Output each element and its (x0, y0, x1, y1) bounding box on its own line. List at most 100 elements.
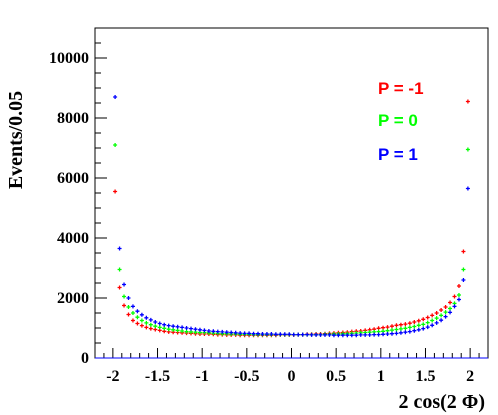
data-point (448, 310, 453, 315)
data-point (456, 293, 461, 297)
data-point (394, 323, 399, 328)
legend-entry: P = 1 (378, 145, 418, 164)
data-point (389, 324, 394, 329)
data-point (202, 328, 207, 333)
data-point (336, 333, 341, 338)
data-point (403, 322, 408, 327)
data-point (144, 315, 149, 320)
data-point (425, 320, 430, 325)
data-point (322, 332, 327, 337)
data-point (398, 326, 403, 331)
data-point (130, 318, 135, 323)
data-point (224, 330, 229, 335)
data-point (153, 324, 158, 329)
data-point (148, 322, 153, 327)
plot-frame (94, 27, 489, 359)
data-point (135, 309, 140, 314)
data-point (425, 315, 430, 320)
data-point (291, 332, 296, 337)
y-axis-title: Events/0.05 (5, 91, 27, 189)
data-point (434, 311, 439, 315)
data-point (354, 333, 359, 338)
data-point (180, 325, 185, 330)
data-point (448, 300, 453, 305)
data-point (166, 323, 171, 328)
y-tick-label: 10000 (49, 50, 89, 67)
data-point (144, 325, 149, 330)
data-point (153, 320, 158, 324)
data-point (394, 327, 399, 332)
data-point (430, 313, 435, 318)
data-point (251, 331, 256, 336)
data-point (126, 305, 131, 309)
data-point (171, 327, 176, 332)
data-point (184, 329, 189, 334)
data-point (139, 323, 144, 328)
data-point (443, 305, 448, 309)
x-tick-label: -1.5 (145, 368, 170, 385)
data-point (135, 315, 140, 320)
data-point (443, 314, 448, 319)
data-point (162, 326, 167, 331)
data-point (175, 324, 180, 329)
data-point (175, 328, 180, 333)
data-point (130, 311, 135, 315)
data-point (327, 332, 332, 337)
data-point (287, 332, 292, 337)
x-tick-label: 0 (288, 368, 296, 385)
data-point (448, 306, 453, 311)
data-point (407, 329, 412, 334)
data-point (238, 331, 243, 336)
data-point (122, 303, 127, 308)
data-point (456, 297, 461, 302)
x-tick-label: 1.5 (415, 368, 435, 385)
data-point (465, 186, 470, 191)
data-point (465, 99, 470, 104)
data-point (256, 331, 261, 336)
data-point (381, 332, 386, 337)
data-point (389, 328, 394, 333)
data-point (148, 326, 153, 331)
data-point (421, 326, 426, 331)
data-point (349, 333, 354, 338)
data-point (296, 332, 301, 337)
data-point (233, 330, 238, 335)
data-point (135, 321, 140, 326)
data-point (407, 321, 412, 326)
data-point (273, 332, 278, 337)
x-axis-title: 2 cos(2 Φ) (398, 391, 485, 413)
data-point (113, 143, 118, 147)
data-point (157, 325, 162, 330)
data-point (416, 327, 421, 332)
data-point (139, 318, 144, 323)
x-tick-label: -0.5 (234, 368, 259, 385)
data-point (215, 329, 220, 334)
x-tick-label: -2 (106, 368, 119, 385)
data-point (439, 318, 444, 323)
data-point (171, 324, 176, 329)
data-point (412, 320, 417, 324)
y-tick-label: 2000 (57, 290, 89, 307)
data-point (206, 329, 211, 333)
y-tick-label: 8000 (57, 110, 89, 127)
x-tick-label: 1 (377, 368, 385, 385)
data-point (113, 189, 118, 194)
data-point (376, 332, 381, 337)
data-point (430, 323, 435, 328)
data-point (425, 325, 430, 330)
data-point (372, 332, 377, 337)
data-point (403, 326, 408, 331)
data-point (461, 267, 466, 272)
data-point (452, 304, 457, 309)
data-marks-group (113, 95, 470, 338)
data-point (242, 331, 247, 336)
data-point (148, 317, 153, 322)
data-point (278, 332, 283, 337)
data-point (220, 329, 225, 334)
data-point (269, 332, 274, 336)
data-point (162, 322, 167, 327)
data-point (264, 332, 269, 336)
legend: P = -1 P = 0 P = 1 (378, 79, 424, 164)
data-point (122, 282, 127, 287)
legend-entry: P = -1 (378, 79, 424, 98)
